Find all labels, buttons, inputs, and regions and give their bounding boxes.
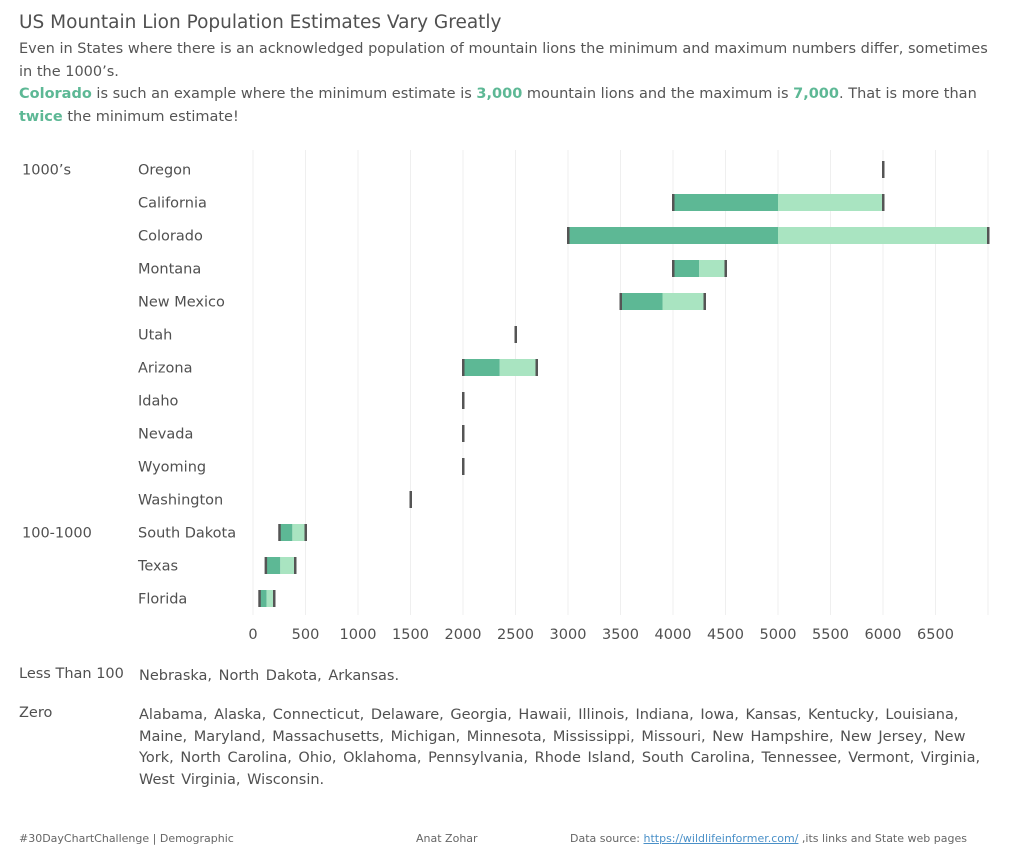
max-cap (462, 392, 465, 409)
footer-hashtag: #30DayChartChallenge | Demographic (19, 832, 234, 845)
bar-min-segment (673, 260, 700, 277)
highlight-min: 3,000 (476, 86, 523, 102)
max-cap (535, 359, 538, 376)
max-cap (462, 458, 465, 475)
min-cap (672, 260, 675, 277)
bar-max-segment (699, 260, 726, 277)
zero-states: Alabama, Alaska, Connecticut, Delaware, … (139, 707, 981, 788)
subtitle-line-1: Even in States where there is an acknowl… (19, 41, 988, 80)
min-cap (567, 227, 570, 244)
highlight-max: 7,000 (793, 86, 839, 102)
x-tick-label: 3500 (602, 627, 639, 643)
max-cap (987, 227, 990, 244)
bar-min-segment (259, 590, 267, 607)
x-tick-label: 6500 (917, 627, 954, 643)
max-cap (304, 524, 307, 541)
bar-max-segment (266, 590, 274, 607)
bar-min-segment (620, 293, 663, 310)
bar-max-segment (499, 359, 537, 376)
bar-min-segment (463, 359, 500, 376)
max-cap (724, 260, 727, 277)
bar-max-segment (662, 293, 705, 310)
x-tick-label: 500 (292, 627, 320, 643)
x-tick-label: 2000 (445, 627, 482, 643)
min-cap (258, 590, 261, 607)
min-cap (462, 359, 465, 376)
x-tick-label: 0 (248, 627, 257, 643)
bar-min-segment (673, 194, 778, 211)
less-than-100-states: Nebraska, North Dakota, Arkansas. (139, 668, 400, 684)
bar-min-segment (568, 227, 778, 244)
state-label: Utah (138, 328, 172, 344)
state-label: Colorado (138, 229, 203, 245)
range-bar-chart: 0 500 1000 1500 2000 2500 3000 3500 4000 4500 5000… (22, 150, 990, 643)
subtitle-text-c: . That is more than (839, 86, 977, 102)
zero-label: Zero (19, 705, 53, 721)
highlight-twice: twice (19, 109, 63, 125)
bar-max-segment (280, 557, 295, 574)
state-label: California (138, 196, 207, 212)
min-cap (672, 194, 675, 211)
subtitle-text-d: the minimum estimate! (62, 109, 239, 125)
max-cap (409, 491, 412, 508)
subtitle-text-b: mountain lions and the maximum is (522, 86, 794, 102)
page-title: US Mountain Lion Population Estimates Va… (19, 12, 502, 33)
group-label: 1000’s (22, 163, 71, 179)
x-tick-label: 1000 (340, 627, 377, 643)
x-tick-label: 4000 (655, 627, 692, 643)
subtitle-line-2: Colorado is such an example where the mi… (19, 83, 994, 129)
max-cap (882, 161, 885, 178)
footer-source-prefix: Data source: (570, 832, 644, 845)
x-tick-label: 1500 (392, 627, 429, 643)
x-tick-label: 4500 (707, 627, 744, 643)
x-tick-label: 2500 (497, 627, 534, 643)
x-tick-label: 3000 (550, 627, 587, 643)
min-cap (278, 524, 281, 541)
group-label: 100-1000 (22, 526, 92, 542)
state-label: Wyoming (138, 460, 206, 476)
max-cap (882, 194, 885, 211)
state-label: Arizona (138, 361, 192, 377)
state-label: Idaho (138, 394, 179, 410)
x-tick-label: 5000 (760, 627, 797, 643)
bar-max-segment (292, 524, 306, 541)
state-label: Nevada (138, 427, 193, 443)
footer-source: Data source: https://wildlifeinformer.co… (570, 832, 967, 845)
subtitle-text-a: is such an example where the minimum est… (91, 86, 477, 102)
state-label: Texas (137, 559, 178, 575)
footer-author: Anat Zohar (416, 832, 478, 845)
max-cap (703, 293, 706, 310)
state-label: South Dakota (138, 526, 236, 542)
state-label: Washington (138, 493, 223, 509)
max-cap (273, 590, 276, 607)
x-tick-label: 5500 (812, 627, 849, 643)
bar-min-segment (265, 557, 281, 574)
max-cap (514, 326, 517, 343)
x-tick-label: 6000 (865, 627, 902, 643)
less-than-100-label: Less Than 100 (19, 666, 124, 682)
state-label: Oregon (138, 163, 191, 179)
min-cap (264, 557, 268, 574)
footer-source-suffix: ,its links and State web pages (798, 832, 967, 845)
source-link[interactable]: https://wildlifeinformer.com/ (643, 832, 799, 845)
highlight-state: Colorado (19, 86, 92, 102)
bar-min-segment (279, 524, 293, 541)
state-label: New Mexico (138, 295, 225, 311)
max-cap (294, 557, 297, 574)
max-cap (462, 425, 465, 442)
bar-max-segment (778, 194, 883, 211)
state-label: Montana (138, 262, 201, 278)
state-label: Florida (138, 592, 187, 608)
min-cap (619, 293, 622, 310)
bar-max-segment (778, 227, 988, 244)
